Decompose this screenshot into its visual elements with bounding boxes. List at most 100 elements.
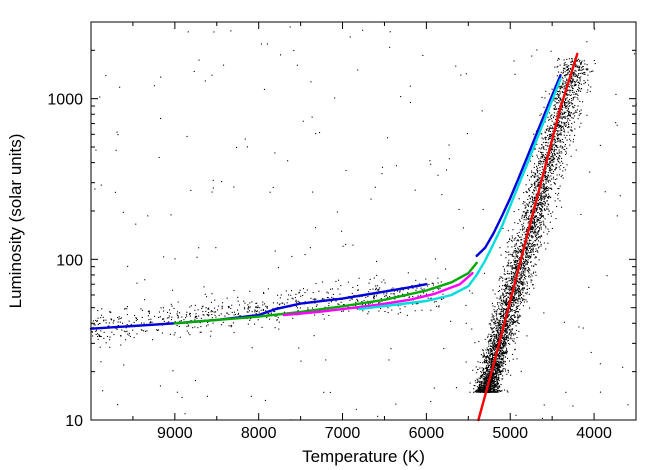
rgb-star-point [522,298,524,300]
rgb-star-point [487,377,489,379]
rgb-star-point [511,267,513,269]
field-star-point [389,46,391,48]
rgb-star-point [498,371,500,373]
rgb-star-point [540,245,542,247]
rgb-star-point [513,300,515,302]
hb-star-point [433,301,435,303]
rgb-star-point [562,147,564,149]
field-star-point [374,186,376,188]
rgb-star-point [486,384,488,386]
rgb-star-point [512,252,514,254]
rgb-star-point [552,156,554,158]
rgb-star-point [488,358,490,360]
hb-star-point [120,335,122,337]
rgb-star-point [513,295,515,297]
rgb-star-point [494,377,496,379]
rgb-star-point [580,88,582,90]
rgb-star-point [567,74,569,76]
rgb-star-point [566,69,568,71]
rgb-star-point [517,319,519,321]
rgb-star-point [545,182,547,184]
rgb-star-point [558,121,560,123]
rgb-star-point [548,130,550,132]
rgb-star-point [565,66,567,68]
rgb-star-point [490,360,492,362]
rgb-star-point [544,157,546,159]
rgb-star-point [500,315,502,317]
rgb-star-point [558,130,560,132]
rgb-star-point [501,370,503,372]
rgb-star-point [505,303,507,305]
rgb-star-point [534,148,536,150]
rgb-star-point [497,354,499,356]
hb-star-point [125,327,127,329]
rgb-star-point [542,179,544,181]
rgb-star-point [583,72,585,74]
rgb-star-point [494,341,496,343]
rgb-star-point [499,324,501,326]
rgb-star-point [510,271,512,273]
hb-star-point [119,318,121,320]
hb-star-point [350,298,352,300]
rgb-star-point [506,286,508,288]
rgb-star-point [564,76,566,78]
rgb-star-point [542,160,544,162]
rgb-star-point [499,367,501,369]
rgb-star-point [533,215,535,217]
rgb-star-point [524,292,526,294]
rgb-star-point [558,138,560,140]
rgb-star-point [510,328,512,330]
rgb-star-point [553,181,555,183]
rgb-star-point [503,318,505,320]
hb-star-point [201,306,203,308]
rgb-star-point [492,379,494,381]
hb-star-point [442,293,444,295]
rgb-star-point [549,116,551,118]
rgb-star-point [522,257,524,259]
field-star-point [615,122,617,124]
hb-star-point [111,319,113,321]
rgb-star-point [516,250,518,252]
rgb-star-point [576,90,578,92]
rgb-star-point [579,77,581,79]
rgb-star-point [514,321,516,323]
rgb-star-point [505,320,507,322]
rgb-star-point [527,237,529,239]
hb-star-point [356,308,358,310]
rgb-star-point [493,386,495,388]
rgb-star-point [522,211,524,213]
hb-star-point [97,317,99,319]
rgb-star-point [548,231,550,233]
rgb-star-point [509,318,511,320]
field-star-point [630,307,632,309]
rgb-star-point [510,333,512,335]
rgb-star-point [505,298,507,300]
rgb-star-point [497,391,499,393]
rgb-star-point [559,155,561,157]
rgb-star-point [535,181,537,183]
rgb-star-point [574,66,576,68]
rgb-star-point [524,215,526,217]
rgb-star-point [560,176,562,178]
rgb-star-point [544,196,546,198]
rgb-star-point [571,87,573,89]
rgb-star-point [558,116,560,118]
rgb-star-point [516,268,518,270]
rgb-star-point [489,391,491,393]
rgb-star-point [581,66,583,68]
rgb-star-point [564,64,566,66]
rgb-star-point [540,156,542,158]
rgb-star-point [561,105,563,107]
rgb-star-point [514,298,516,300]
rgb-star-point [565,105,567,107]
rgb-star-point [555,166,557,168]
hb-star-point [141,322,143,324]
rgb-star-point [492,357,494,359]
rgb-star-point [529,242,531,244]
rgb-star-point [508,241,510,243]
rgb-star-point [535,194,537,196]
rgb-star-point [535,274,537,276]
field-star-point [536,49,538,51]
rgb-star-point [521,263,523,265]
hb-star-point [411,285,413,287]
